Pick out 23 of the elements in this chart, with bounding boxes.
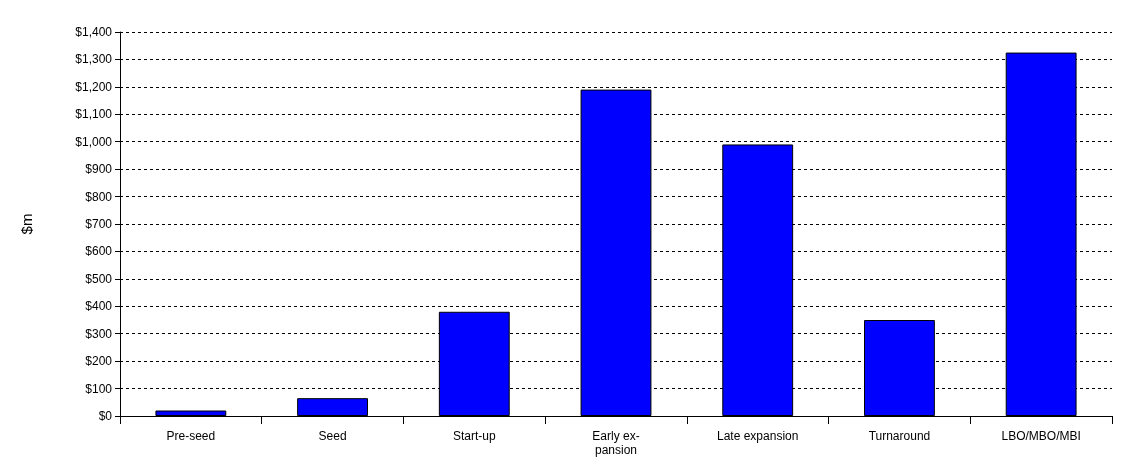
y-tick-label: $1,400	[75, 25, 113, 39]
y-tick-label: $900	[85, 162, 113, 177]
x-tick-label: Late expansion	[717, 429, 799, 443]
y-tick-label: $700	[85, 217, 113, 231]
x-tick-label: Seed	[318, 429, 347, 443]
y-tick-label: $500	[85, 271, 113, 286]
y-tick-label: $300	[85, 326, 113, 341]
y-tick-label: $1,000	[75, 134, 113, 149]
y-tick-label: $200	[85, 354, 113, 369]
y-tick-label: $100	[85, 381, 113, 396]
y-axis-title: $m	[18, 213, 35, 235]
x-tick-label: LBO/MBO/MBI	[1001, 429, 1081, 443]
x-tick-label: Start-up	[452, 429, 496, 443]
y-tick-label: $400	[85, 299, 113, 314]
x-tick-label: Early ex- pansion	[592, 429, 640, 457]
y-tick-label: $600	[85, 244, 113, 259]
x-tick-label: Pre-seed	[166, 429, 216, 443]
y-tick-label: $800	[85, 189, 113, 204]
y-tick-label: $0	[98, 409, 113, 423]
y-tick-label: $1,300	[75, 52, 113, 67]
y-tick-label: $1,100	[75, 107, 113, 122]
y-tick-label: $1,200	[75, 79, 113, 94]
x-tick-label: Turnaround	[868, 429, 931, 443]
